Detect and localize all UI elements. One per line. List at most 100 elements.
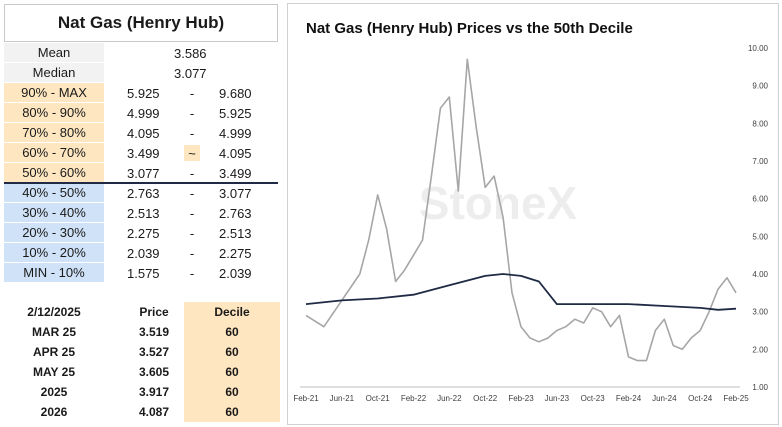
- decile-row: 70% - 80% 4.095 - 4.999: [4, 123, 278, 143]
- y-tick-label: 8.00: [752, 119, 768, 128]
- contract-price: 3.917: [138, 385, 170, 399]
- contract-name: MAR 25: [31, 325, 76, 339]
- decile-label: 60% - 70%: [4, 143, 104, 162]
- decile-low: 2.039: [127, 245, 160, 261]
- x-tick-label: Feb-23: [508, 394, 534, 403]
- y-tick-label: 4.00: [752, 270, 768, 279]
- decile-separator: -: [189, 125, 195, 141]
- decile-low: 3.499: [127, 145, 160, 161]
- chart-title: Nat Gas (Henry Hub) Prices vs the 50th D…: [306, 20, 633, 37]
- decile-low: 2.513: [127, 205, 160, 221]
- decile-high: 9.680: [219, 85, 252, 101]
- decile-high: 3.499: [219, 165, 252, 181]
- decile-separator: -: [189, 85, 195, 101]
- median-separator: [4, 182, 278, 184]
- decile-separator: -: [189, 165, 195, 181]
- contract-price: 4.087: [138, 405, 170, 419]
- contract-row: 2026 4.087 60: [4, 402, 280, 422]
- mean-row: Mean 3.586: [4, 43, 278, 63]
- decile-row: 10% - 20% 2.039 - 2.275: [4, 243, 278, 263]
- decile-separator: -: [189, 225, 195, 241]
- contract-name: APR 25: [32, 345, 76, 359]
- header-decile: Decile: [184, 302, 280, 322]
- contract-price: 3.605: [138, 365, 170, 379]
- contract-row: MAR 25 3.519 60: [4, 322, 280, 342]
- decile-high: 5.925: [219, 105, 252, 121]
- x-tick-label: Jun-22: [437, 394, 462, 403]
- watermark: StoneX: [419, 177, 578, 229]
- decile-row: 40% - 50% 2.763 - 3.077: [4, 183, 278, 203]
- header-price: Price: [139, 305, 169, 319]
- decile-row: MIN - 10% 1.575 - 2.039: [4, 263, 278, 283]
- decile-label: 70% - 80%: [4, 123, 104, 142]
- contracts-header: 2/12/2025 Price Decile: [4, 302, 280, 322]
- y-tick-label: 7.00: [752, 157, 768, 166]
- decile-row: 90% - MAX 5.925 - 9.680: [4, 83, 278, 103]
- decile-label: 20% - 30%: [4, 223, 104, 242]
- contract-decile: 60: [184, 342, 280, 362]
- decile-high: 2.763: [219, 205, 252, 221]
- decile-separator: ~: [184, 145, 200, 161]
- x-tick-label: Feb-21: [293, 394, 319, 403]
- decile-row: 50% - 60% 3.077 - 3.499: [4, 163, 278, 183]
- price-chart: StoneX 1.00 2.00 3.00 4.00 5.00 6.00 7.00 8.00 9…: [293, 44, 769, 403]
- x-tick-label: Jun-24: [652, 394, 677, 403]
- decile-low: 2.763: [127, 185, 160, 201]
- decile-high: 2.039: [219, 265, 252, 281]
- decile-label: 40% - 50%: [4, 183, 104, 202]
- contract-decile: 60: [184, 322, 280, 342]
- decile-row: 30% - 40% 2.513 - 2.763: [4, 203, 278, 223]
- x-tick-label: Feb-24: [616, 394, 642, 403]
- decile-row: 80% - 90% 4.999 - 5.925: [4, 103, 278, 123]
- contract-decile: 60: [184, 382, 280, 402]
- decile-high: 2.275: [219, 245, 252, 261]
- y-tick-label: 2.00: [752, 345, 768, 354]
- y-tick-label: 3.00: [752, 308, 768, 317]
- y-tick-label: 10.00: [748, 44, 769, 53]
- contract-row: MAY 25 3.605 60: [4, 362, 280, 382]
- contract-decile: 60: [184, 362, 280, 382]
- y-tick-label: 9.00: [752, 82, 768, 91]
- decile-label: MIN - 10%: [4, 263, 104, 282]
- x-tick-label: Oct-22: [473, 394, 498, 403]
- median-value: 3.077: [174, 65, 207, 81]
- decile-low: 4.095: [127, 125, 160, 141]
- decile-separator: -: [189, 185, 195, 201]
- decile-label: 10% - 20%: [4, 243, 104, 262]
- y-tick-label: 5.00: [752, 232, 768, 241]
- decile-separator: -: [189, 265, 195, 281]
- decile-50-series-line: [305, 273, 737, 311]
- decile-low: 5.925: [127, 85, 160, 101]
- decile-label: 50% - 60%: [4, 163, 104, 182]
- x-tick-label: Feb-22: [401, 394, 427, 403]
- decile-row: 60% - 70% 3.499 ~4.095: [4, 143, 278, 163]
- decile-label: 80% - 90%: [4, 103, 104, 122]
- decile-low: 1.575: [127, 265, 160, 281]
- decile-separator: -: [189, 205, 195, 221]
- contract-price: 3.519: [138, 325, 170, 339]
- header-date: 2/12/2025: [27, 305, 81, 319]
- price-series-line: [305, 58, 737, 362]
- mean-value: 3.586: [174, 45, 207, 61]
- decile-low: 4.999: [127, 105, 160, 121]
- median-row: Median 3.077: [4, 63, 278, 83]
- y-tick-label: 1.00: [752, 383, 768, 392]
- contract-price: 3.527: [138, 345, 170, 359]
- decile-label: 90% - MAX: [4, 83, 104, 102]
- contract-name: 2025: [40, 385, 68, 399]
- contract-name: MAY 25: [32, 365, 76, 379]
- x-tick-label: Jun-23: [545, 394, 570, 403]
- x-tick-label: Oct-23: [581, 394, 606, 403]
- x-tick-label: Jun-21: [330, 394, 355, 403]
- x-tick-label: Oct-21: [366, 394, 391, 403]
- contract-decile: 60: [184, 402, 280, 422]
- decile-separator: -: [189, 245, 195, 261]
- mean-label: Mean: [4, 43, 104, 62]
- contract-row: APR 25 3.527 60: [4, 342, 280, 362]
- x-tick-label: Oct-24: [688, 394, 713, 403]
- decile-low: 3.077: [127, 165, 160, 181]
- decile-high: 3.077: [219, 185, 252, 201]
- contract-row: 2025 3.917 60: [4, 382, 280, 402]
- decile-high: 4.095: [219, 145, 252, 161]
- decile-label: 30% - 40%: [4, 203, 104, 222]
